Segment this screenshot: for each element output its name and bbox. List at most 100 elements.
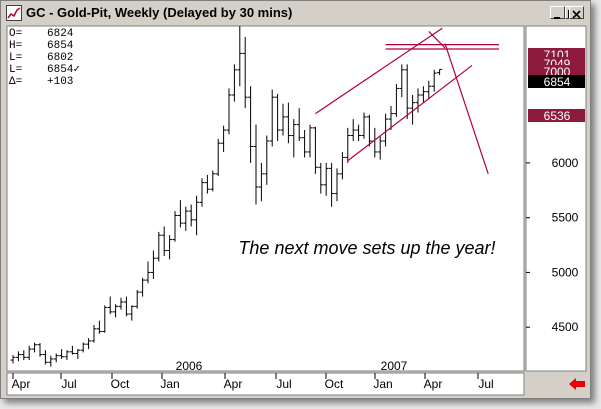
ohlc-value-low: 6802: [47, 52, 73, 64]
price-bar: [410, 95, 416, 125]
price-bar: [26, 345, 32, 361]
price-tag-box: [528, 75, 585, 88]
price-bar: [183, 206, 189, 231]
price-bar: [75, 349, 81, 359]
ohlc-label-last: L=: [9, 64, 22, 76]
window-title: GC - Gold-Pit, Weekly (Delayed by 30 min…: [26, 5, 293, 20]
chart-area: 6000 5500 5000 4500 7101 7049 7000 6854 6536 Ap…: [5, 23, 588, 396]
price-bar: [404, 64, 410, 120]
x-tick-label: Jan: [373, 377, 392, 391]
price-bar: [215, 138, 221, 177]
x-tick-label: Jul: [478, 377, 493, 391]
x-axis-ticks: Apr Jul Oct Jan Apr Jul Oct Jan Apr Jul: [12, 373, 494, 391]
trend-line: [428, 31, 446, 49]
trend-line: [444, 43, 489, 175]
price-bar: [210, 170, 216, 192]
price-bar: [285, 102, 291, 144]
price-bar: [226, 88, 232, 135]
y-tick-label: 5000: [552, 265, 579, 279]
trend-lines: [315, 27, 499, 175]
x-tick-label: Apr: [224, 377, 243, 391]
x-tick-label: Apr: [424, 377, 443, 391]
x-tick-label: Oct: [325, 377, 344, 391]
ohlc-value-last: 6854✓: [47, 64, 80, 76]
price-bar: [21, 350, 27, 361]
price-bar: [172, 211, 178, 242]
price-bar: [161, 226, 167, 256]
price-bar: [383, 113, 389, 147]
price-bar: [356, 124, 362, 141]
price-bar: [86, 338, 92, 350]
title-bar[interactable]: GC - Gold-Pit, Weekly (Delayed by 30 min…: [3, 3, 588, 23]
chart-app-icon: [6, 5, 22, 21]
price-bar: [420, 86, 426, 103]
price-bar: [415, 88, 421, 113]
price-bar: [366, 114, 372, 147]
minimize-icon: [554, 17, 560, 19]
red-left-arrow-icon[interactable]: [569, 378, 585, 390]
price-bar: [350, 119, 356, 141]
price-bar: [361, 112, 367, 139]
ohlc-label-open: O=: [9, 28, 22, 40]
ohlc-value-change: +103: [47, 76, 73, 88]
price-bar: [53, 353, 59, 363]
price-bar: [107, 296, 113, 315]
price-bar: [32, 342, 38, 353]
ohlc-label-change: Δ=: [9, 76, 22, 88]
price-bar: [42, 350, 48, 365]
price-bar: [334, 168, 340, 202]
price-bar: [377, 135, 383, 160]
price-bar: [307, 124, 313, 158]
price-bar: [123, 296, 129, 317]
price-bar: [188, 204, 194, 227]
price-bar: [37, 343, 43, 357]
ohlc-value-open: 6824: [47, 28, 74, 40]
price-bar: [48, 355, 54, 367]
price-bar: [231, 64, 237, 102]
price-bar: [59, 349, 65, 359]
price-bar: [302, 130, 308, 158]
price-bar: [96, 320, 102, 334]
x-tick-label: Jul: [61, 377, 76, 391]
ohlc-value-high: 6854: [47, 40, 74, 52]
x-tick-label: Oct: [111, 377, 130, 391]
price-bar: [291, 119, 297, 158]
price-bar: [129, 305, 135, 321]
price-bar: [199, 178, 205, 207]
close-button[interactable]: [569, 6, 584, 19]
price-bar: [242, 36, 248, 109]
price-bar: [345, 127, 351, 163]
minimize-button[interactable]: [550, 6, 565, 19]
y-tick-label: 5500: [552, 211, 579, 225]
price-bar: [194, 195, 200, 236]
price-bar: [269, 89, 275, 147]
price-bar: [102, 305, 108, 333]
price-bar: [64, 350, 70, 361]
time-axis-panel: [6, 372, 525, 396]
year-label: 2007: [381, 359, 408, 373]
price-bar: [221, 125, 227, 152]
x-tick-label: Jan: [160, 377, 179, 391]
price-bar: [204, 174, 210, 194]
price-bar: [393, 84, 399, 117]
price-bar: [323, 162, 329, 196]
price-bar: [113, 304, 119, 318]
price-bar: [134, 289, 140, 309]
price-tag-box: [528, 109, 585, 122]
price-bar: [80, 342, 86, 353]
price-bar: [388, 105, 394, 131]
year-labels: 2006 2007: [176, 359, 408, 373]
chart-window: GC - Gold-Pit, Weekly (Delayed by 30 min…: [0, 0, 591, 399]
price-bar: [426, 80, 432, 100]
close-icon: [572, 10, 581, 19]
year-label: 2006: [176, 359, 203, 373]
price-bar: [91, 325, 97, 343]
price-bar: [280, 103, 286, 136]
price-bar: [318, 162, 324, 194]
price-tag-label: 6854: [544, 75, 571, 89]
price-bar: [248, 86, 254, 163]
price-bar: [312, 126, 318, 174]
price-bar: [264, 135, 270, 185]
price-bar: [275, 93, 281, 141]
